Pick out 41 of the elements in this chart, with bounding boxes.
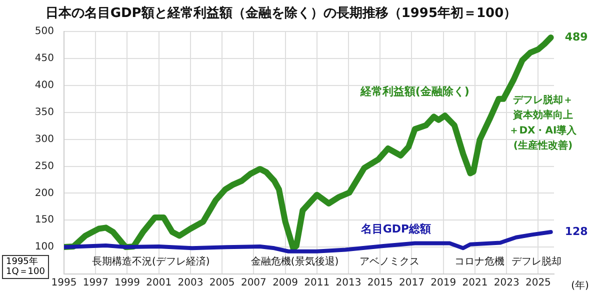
annotation: (生産性改善) <box>513 139 573 152</box>
x-tick-label: 2013 <box>336 278 362 289</box>
x-tick-label: 2011 <box>304 278 330 289</box>
x-tick-label: 1999 <box>114 278 140 289</box>
y-tick-label: 500 <box>34 26 54 38</box>
annotation: 金融危機(景気後退) <box>250 256 339 268</box>
y-tick-label: 350 <box>34 106 54 118</box>
x-tick-label: 1997 <box>82 278 108 289</box>
data-label: 128 <box>564 224 588 238</box>
y-tick-label: 300 <box>34 134 54 145</box>
annotation: 長期構造不況(デフレ経済) <box>92 256 210 268</box>
x-tick-label: 2003 <box>178 278 204 289</box>
x-tick-label: 2015 <box>367 278 393 289</box>
data-label: 489 <box>564 30 588 44</box>
text: 1995年 1Q＝100 <box>2 255 49 279</box>
y-tick-label: 100 <box>34 242 54 253</box>
x-tick-label: 2001 <box>146 278 172 289</box>
annotation: ＋DX・AI導入 <box>509 124 578 136</box>
x-tick-label: 2005 <box>209 278 235 289</box>
annotation: デフレ脱却 <box>512 256 562 268</box>
x-tick-label: 2017 <box>399 278 424 289</box>
y-tick-label: 450 <box>34 53 54 64</box>
x-tick-label: 2007 <box>240 278 266 289</box>
x-axis-title: (年) <box>571 280 589 292</box>
chart-title: 日本の名目GDP額と経常利益額（金融を除く）の長期推移（1995年初＝100） <box>45 5 517 22</box>
annotation: デフレ脱却＋ <box>512 94 573 106</box>
y-tick-label: 250 <box>34 160 54 172</box>
x-tick-label: 2009 <box>272 278 298 289</box>
y-tick-label: 400 <box>34 80 54 92</box>
text: 経常利益額(金融除く) <box>359 84 470 98</box>
annotation: 資本効率向上 <box>512 109 573 122</box>
x-tick-label: 2025 <box>525 278 551 289</box>
series-label: 名目GDP総額 <box>360 222 432 236</box>
x-tick-label: 2023 <box>494 278 520 289</box>
annotation: コロナ危機 <box>454 256 505 268</box>
annotation: アベノミクス <box>360 256 420 268</box>
x-tick-label: 1995 <box>51 278 77 289</box>
x-tick-label: 2019 <box>430 278 456 289</box>
x-tick-label: 2021 <box>462 278 488 289</box>
y-tick-label: 200 <box>34 188 54 199</box>
y-tick-label: 150 <box>34 214 54 226</box>
